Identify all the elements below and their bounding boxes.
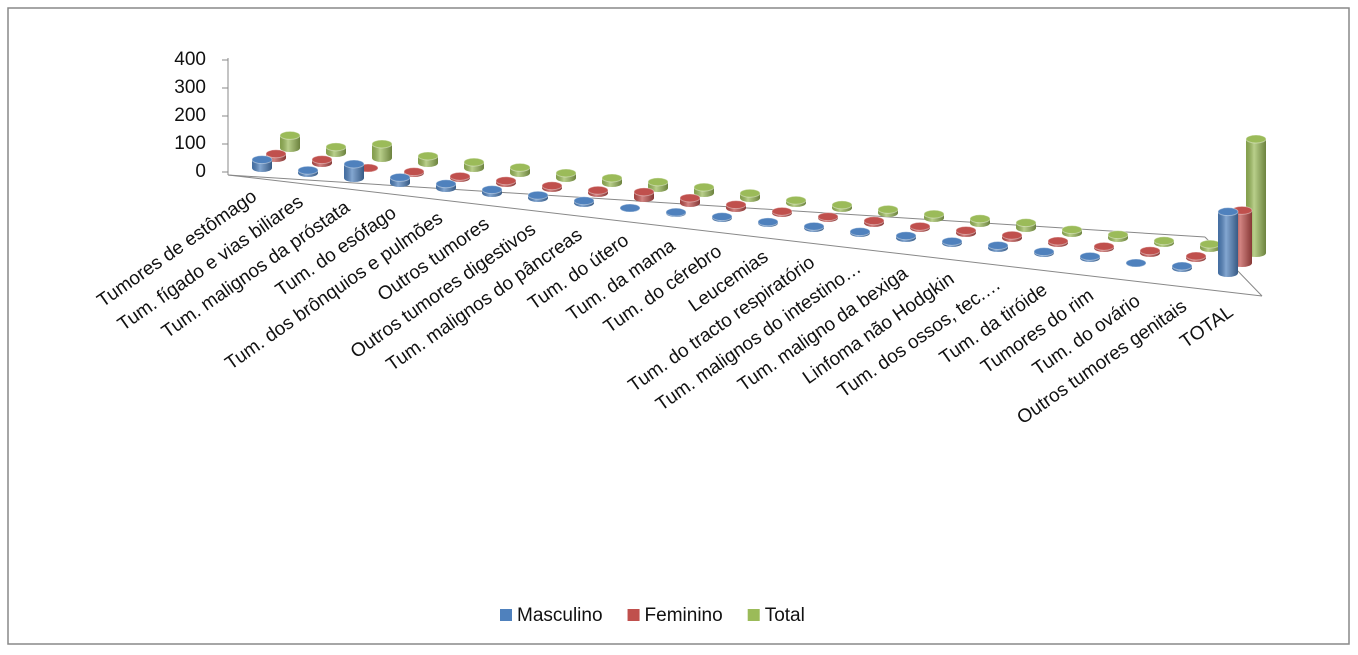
cylinder-top	[297, 165, 319, 175]
y-tick-label: 0	[195, 161, 206, 182]
cylinder-top	[831, 200, 853, 210]
cylinder-top	[573, 196, 595, 206]
cylinder-top	[895, 231, 917, 241]
legend-label: Feminino	[645, 605, 723, 626]
cylinder-top	[1033, 247, 1055, 257]
cylinder-top	[463, 157, 485, 167]
cylinder-top	[987, 240, 1009, 250]
chart-border	[7, 7, 1350, 645]
cylinder-top	[633, 187, 655, 197]
y-tick-label: 200	[174, 105, 206, 126]
legend-label: Total	[765, 605, 805, 626]
cylinder-top	[601, 173, 623, 183]
cylinder-top	[647, 177, 669, 187]
cylinder-top	[417, 151, 439, 161]
cylinder-top	[619, 203, 641, 213]
cylinder-top	[325, 142, 347, 152]
cylinder-top	[1079, 251, 1101, 261]
cylinder-top	[541, 181, 563, 191]
cylinder-shade	[372, 144, 392, 162]
cylinder-top	[803, 221, 825, 231]
cylinder-top	[1001, 230, 1023, 240]
cylinder-top	[785, 195, 807, 205]
cylinder-top	[1185, 251, 1207, 261]
cylinder-shade	[1218, 211, 1238, 277]
cylinder-top	[403, 167, 425, 177]
cylinder-top	[909, 221, 931, 231]
cylinder-top	[481, 185, 503, 195]
cylinder-top	[1217, 207, 1239, 217]
cylinder-top	[739, 188, 761, 198]
y-tick-label: 400	[174, 49, 206, 70]
cylinder-top	[1061, 225, 1083, 235]
cylinder-top	[771, 206, 793, 216]
category-axis	[227, 174, 1263, 297]
cylinder-top	[725, 200, 747, 210]
legend-swatch	[747, 609, 760, 621]
cylinder-shade	[344, 164, 364, 182]
legend-swatch	[500, 609, 512, 621]
cylinder-top	[1245, 134, 1267, 144]
cylinder-top	[711, 212, 733, 222]
cylinder-top	[1139, 246, 1161, 256]
cylinder-top	[1047, 236, 1069, 246]
back-floor-edge	[227, 174, 1206, 238]
cylinder-top	[555, 168, 577, 178]
y-tick-label: 300	[174, 77, 206, 98]
cylinder-top	[1015, 218, 1037, 228]
cylinder-top	[389, 172, 411, 182]
cylinder-top	[1171, 261, 1193, 271]
y-tick-label: 100	[174, 133, 206, 154]
cylinder-top	[757, 217, 779, 227]
cylinder-top	[849, 227, 871, 237]
cylinder-top	[955, 225, 977, 235]
cylinder-top	[1107, 230, 1129, 240]
cylinder-top	[371, 139, 393, 149]
cylinder-top	[693, 182, 715, 192]
cylinder-top	[265, 149, 287, 159]
cylinder-top	[509, 162, 531, 172]
cylinder-top	[1199, 239, 1221, 249]
cylinder-top	[495, 176, 517, 186]
cylinder-top	[435, 179, 457, 189]
cylinder-top	[941, 236, 963, 246]
cylinder-top	[527, 190, 549, 200]
cylinder-top	[1153, 236, 1175, 246]
cylinder-top	[311, 155, 333, 165]
cylinder-top	[251, 155, 273, 165]
cylinder-top	[817, 212, 839, 222]
cylinder-top	[279, 130, 301, 140]
cylinder-top	[665, 207, 687, 217]
cylinder-top	[1093, 241, 1115, 251]
cylinder-top	[1125, 258, 1147, 268]
cylinder-top	[863, 216, 885, 226]
cylinder-top	[449, 171, 471, 181]
cylinder-top	[969, 214, 991, 224]
cylinder-top	[679, 193, 701, 203]
legend-label: Masculino	[517, 605, 603, 626]
cylinder-top	[343, 159, 365, 169]
cylinder-top	[587, 185, 609, 195]
cylinder-shade	[280, 135, 300, 152]
cylinder-top	[877, 204, 899, 214]
cylinder-top	[923, 209, 945, 219]
legend-swatch	[627, 609, 640, 621]
